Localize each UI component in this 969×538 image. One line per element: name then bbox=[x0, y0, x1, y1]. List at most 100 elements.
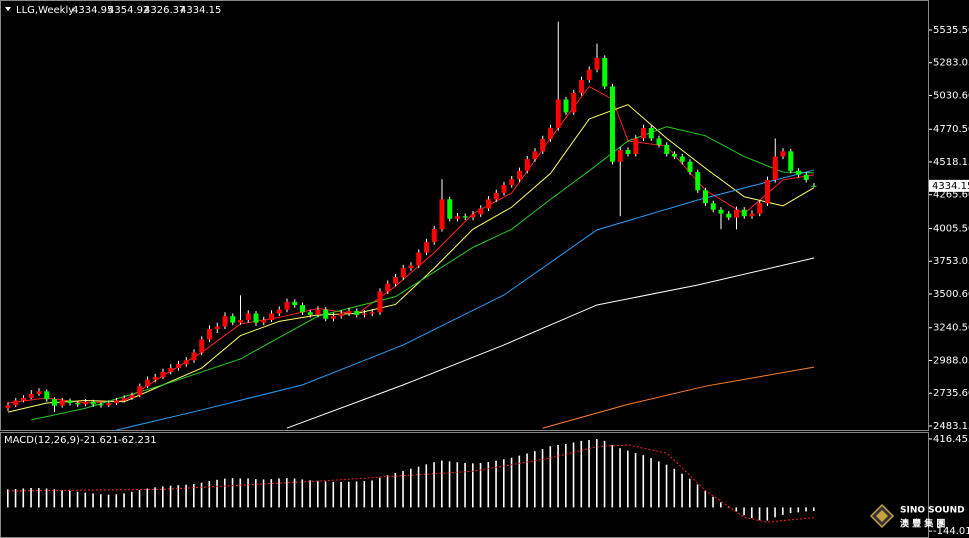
y-tick-label: -144.012 bbox=[933, 526, 969, 537]
macd-bar bbox=[534, 451, 536, 508]
logo: SINO SOUND 澳 豐 集 團 bbox=[869, 503, 965, 530]
line bbox=[7, 85, 815, 404]
macd-bar bbox=[363, 481, 366, 508]
candle-body bbox=[331, 316, 336, 319]
candle-body bbox=[548, 128, 553, 140]
macd-bar bbox=[503, 459, 505, 508]
macd-bar bbox=[417, 466, 420, 508]
macd-bar bbox=[309, 480, 311, 508]
candle-body bbox=[517, 170, 522, 180]
candle-body bbox=[532, 151, 538, 160]
macd-bar bbox=[61, 490, 63, 508]
candle-body bbox=[501, 185, 507, 193]
logo-name: SINO SOUND bbox=[900, 506, 965, 516]
macd-bar bbox=[402, 470, 404, 508]
logo-subtitle: 澳 豐 集 團 bbox=[900, 518, 945, 530]
macd-bar bbox=[696, 484, 699, 508]
candle-body bbox=[269, 313, 274, 321]
macd-bar bbox=[293, 478, 296, 508]
candle-body bbox=[377, 291, 383, 313]
macd-bar bbox=[332, 481, 335, 508]
macd-bar bbox=[193, 484, 195, 508]
candle-body bbox=[703, 190, 708, 204]
macd-bar bbox=[448, 461, 451, 508]
macd-bar bbox=[224, 478, 226, 508]
candle-body bbox=[238, 320, 243, 323]
candle-body bbox=[385, 283, 391, 292]
macd-bar bbox=[743, 507, 745, 516]
macd-bar bbox=[572, 442, 575, 508]
candle-body bbox=[447, 199, 453, 219]
macd-bar bbox=[797, 507, 800, 513]
y-tick-label: 3500.60 bbox=[933, 289, 969, 300]
macd-bar bbox=[177, 485, 180, 508]
line bbox=[286, 257, 815, 429]
candle-body bbox=[594, 57, 600, 70]
candle-body bbox=[230, 316, 236, 323]
macd-bar bbox=[216, 479, 218, 508]
candle-body bbox=[625, 150, 631, 154]
macd-bar bbox=[565, 444, 567, 508]
candle-body bbox=[90, 401, 96, 405]
macd-bar bbox=[433, 462, 435, 508]
candle-body bbox=[757, 203, 763, 214]
candle-body bbox=[52, 399, 57, 406]
y-tick-label: 416.453 bbox=[933, 434, 969, 445]
macd-bar bbox=[107, 494, 110, 508]
line bbox=[7, 104, 815, 413]
macd-bar bbox=[580, 440, 583, 508]
macd-bar bbox=[704, 490, 707, 508]
y-tick-label: 3240.50 bbox=[933, 323, 969, 334]
price-panel-frame bbox=[0, 0, 929, 431]
candle-body bbox=[617, 150, 623, 162]
candle-body bbox=[222, 316, 228, 327]
candle-body bbox=[21, 397, 26, 401]
macd-bar bbox=[813, 507, 815, 511]
candle-body bbox=[315, 309, 321, 315]
macd-bar bbox=[231, 478, 234, 508]
macd-bar bbox=[673, 468, 676, 508]
macd-bar bbox=[642, 455, 645, 508]
line bbox=[542, 366, 815, 429]
candle-body bbox=[656, 138, 662, 145]
y-tick-label: 3753.05 bbox=[933, 256, 969, 267]
macd-bar bbox=[557, 444, 559, 508]
candle-body bbox=[28, 393, 34, 398]
macd-bar bbox=[425, 464, 428, 508]
macd-bar bbox=[100, 494, 102, 508]
macd-bar bbox=[735, 507, 738, 512]
candle-body bbox=[160, 371, 166, 378]
macd-bar bbox=[301, 479, 304, 508]
candle-body bbox=[214, 326, 220, 330]
candle-body bbox=[439, 199, 445, 230]
macd-bar bbox=[596, 439, 598, 508]
candle-body bbox=[137, 386, 143, 396]
candle-body bbox=[284, 301, 290, 310]
candle-body bbox=[509, 179, 515, 186]
candle-body bbox=[602, 57, 608, 87]
candle-body bbox=[44, 391, 50, 400]
macd-bar bbox=[154, 487, 156, 508]
candle-body bbox=[478, 208, 484, 215]
macd-bar bbox=[456, 462, 459, 508]
macd-bar bbox=[619, 448, 621, 508]
candle-body bbox=[470, 214, 476, 218]
candle-body bbox=[59, 400, 65, 406]
high-value: 4354.92 bbox=[108, 5, 149, 16]
macd-bar bbox=[386, 475, 389, 508]
candle-body bbox=[5, 405, 11, 409]
candle-body bbox=[586, 69, 592, 81]
macd-bar bbox=[355, 481, 358, 508]
macd-bar bbox=[611, 444, 614, 508]
candle-body bbox=[276, 309, 282, 314]
candle-body bbox=[83, 401, 88, 405]
macd-bar bbox=[510, 457, 513, 508]
candle-body bbox=[176, 364, 181, 369]
candle-body bbox=[555, 99, 561, 129]
candle-body bbox=[307, 312, 313, 315]
macd-bar bbox=[727, 507, 730, 508]
candle-body bbox=[718, 209, 724, 214]
macd-bar bbox=[84, 492, 87, 508]
candle-body bbox=[679, 156, 685, 162]
macd-bar bbox=[689, 478, 691, 508]
